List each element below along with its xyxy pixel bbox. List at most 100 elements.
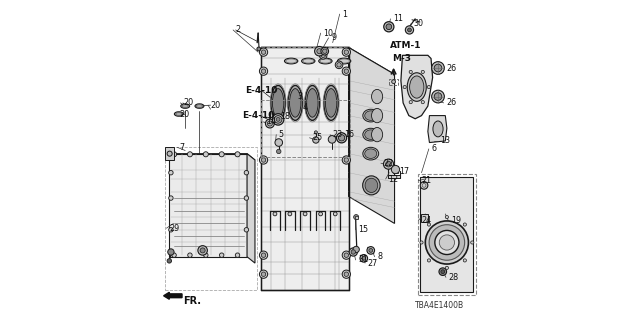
Circle shape (273, 212, 277, 216)
Circle shape (342, 251, 351, 259)
Circle shape (421, 70, 424, 74)
Ellipse shape (273, 89, 284, 117)
Circle shape (344, 253, 349, 257)
Circle shape (470, 241, 474, 244)
Circle shape (261, 69, 266, 73)
Text: 20: 20 (211, 100, 221, 110)
Text: 13: 13 (440, 136, 451, 146)
Text: 19: 19 (451, 216, 461, 225)
Circle shape (367, 247, 374, 254)
Text: 26: 26 (446, 99, 456, 108)
Circle shape (172, 253, 176, 257)
Circle shape (428, 85, 430, 89)
Circle shape (362, 256, 365, 260)
Circle shape (463, 259, 467, 262)
Circle shape (349, 248, 357, 256)
Ellipse shape (365, 178, 378, 193)
Text: 16: 16 (344, 130, 354, 139)
Ellipse shape (410, 76, 424, 98)
Ellipse shape (325, 89, 337, 117)
Circle shape (313, 137, 319, 143)
Circle shape (303, 212, 307, 216)
Ellipse shape (180, 104, 189, 108)
Circle shape (441, 270, 445, 274)
Text: 9: 9 (331, 33, 336, 42)
Circle shape (405, 26, 413, 34)
Text: 20: 20 (183, 99, 193, 108)
Circle shape (323, 49, 327, 53)
Text: 4: 4 (303, 103, 308, 112)
Circle shape (434, 64, 442, 72)
Circle shape (353, 246, 359, 252)
Circle shape (275, 139, 283, 146)
Circle shape (169, 228, 173, 232)
Circle shape (429, 225, 465, 260)
Text: 30: 30 (413, 19, 424, 28)
Circle shape (335, 61, 343, 69)
Circle shape (360, 254, 367, 262)
Circle shape (259, 251, 268, 259)
Circle shape (409, 70, 412, 74)
Ellipse shape (196, 105, 203, 108)
Text: 22: 22 (383, 159, 394, 168)
Circle shape (337, 63, 341, 67)
Circle shape (383, 159, 394, 169)
Circle shape (344, 272, 349, 276)
Text: 27: 27 (367, 259, 378, 268)
Text: 18: 18 (280, 112, 290, 121)
Ellipse shape (289, 89, 301, 117)
Text: 26: 26 (446, 63, 456, 73)
Bar (261, 100, 350, 157)
Text: 31: 31 (358, 255, 368, 264)
Circle shape (188, 253, 192, 257)
Ellipse shape (337, 58, 351, 64)
Circle shape (403, 85, 406, 89)
Ellipse shape (365, 111, 377, 120)
Circle shape (244, 196, 248, 200)
Circle shape (386, 161, 392, 167)
Text: 11: 11 (393, 14, 403, 23)
Circle shape (342, 156, 351, 164)
Ellipse shape (301, 58, 315, 64)
Circle shape (188, 152, 193, 157)
Text: 23: 23 (333, 130, 343, 139)
Circle shape (392, 80, 396, 84)
Circle shape (392, 165, 399, 174)
Text: 28: 28 (449, 273, 459, 282)
Circle shape (169, 196, 173, 200)
Circle shape (386, 24, 392, 30)
Circle shape (344, 50, 349, 54)
Text: M-3: M-3 (392, 54, 412, 63)
Ellipse shape (365, 149, 377, 158)
Text: 24: 24 (421, 216, 431, 225)
Circle shape (434, 93, 442, 100)
Text: 25: 25 (312, 133, 323, 142)
Ellipse shape (307, 89, 318, 117)
Circle shape (204, 253, 208, 257)
Text: E-4-10: E-4-10 (243, 111, 275, 120)
Bar (388, 175, 400, 178)
Circle shape (266, 119, 275, 128)
Circle shape (439, 268, 447, 276)
Circle shape (426, 221, 468, 264)
Polygon shape (261, 47, 349, 290)
Text: TBA4E1400B: TBA4E1400B (415, 301, 463, 310)
Ellipse shape (324, 85, 339, 120)
Bar (389, 79, 398, 84)
Circle shape (257, 47, 260, 51)
Circle shape (276, 117, 280, 121)
Circle shape (431, 90, 444, 103)
Circle shape (275, 116, 282, 123)
Text: FR.: FR. (184, 296, 202, 306)
Circle shape (351, 250, 356, 254)
Ellipse shape (433, 121, 443, 137)
Ellipse shape (363, 109, 379, 122)
Ellipse shape (363, 147, 379, 160)
Circle shape (420, 241, 423, 244)
Circle shape (172, 152, 177, 157)
Text: 8: 8 (377, 252, 382, 261)
Polygon shape (428, 116, 447, 142)
Circle shape (431, 62, 444, 74)
Circle shape (463, 223, 467, 226)
Circle shape (321, 53, 325, 58)
